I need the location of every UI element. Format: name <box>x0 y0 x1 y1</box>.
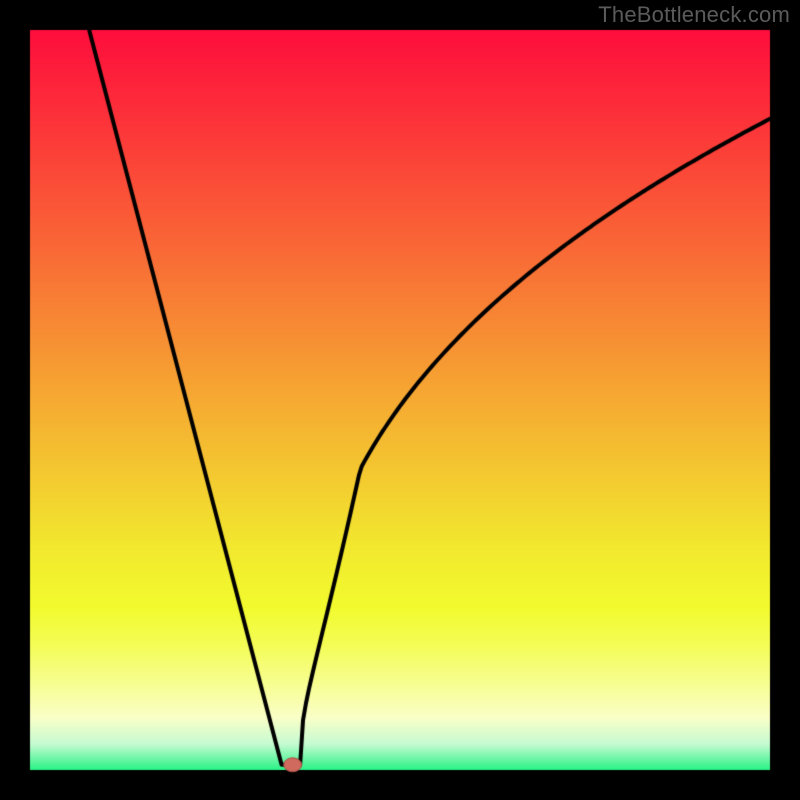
bottleneck-chart <box>0 0 800 800</box>
chart-container: TheBottleneck.com <box>0 0 800 800</box>
watermark-text: TheBottleneck.com <box>598 2 790 28</box>
